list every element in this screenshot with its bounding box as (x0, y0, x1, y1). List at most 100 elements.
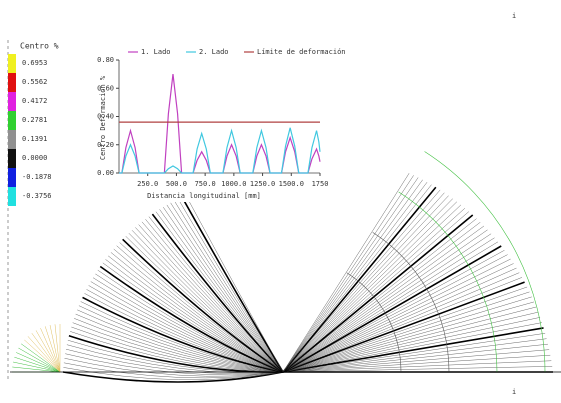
mesh-line (82, 296, 284, 373)
mesh-line (282, 311, 539, 373)
mesh-line (110, 252, 284, 373)
mesh-line (44, 326, 61, 373)
mesh-line (108, 255, 284, 373)
legend-label: 0.1391 (22, 135, 47, 143)
mesh-line (74, 318, 284, 373)
mesh-line (282, 225, 485, 373)
mesh-line (282, 184, 432, 373)
mesh-line (31, 333, 61, 373)
mesh-line (70, 331, 284, 373)
mesh-line (282, 192, 445, 373)
legend-swatch (8, 187, 16, 206)
mesh-line (282, 322, 542, 373)
mesh-arc (398, 191, 498, 373)
mesh-line (282, 338, 547, 373)
mesh-line (16, 352, 61, 373)
mesh-line (185, 195, 284, 373)
mesh-line (40, 328, 61, 373)
y-axis-label: Centro Deformación % (99, 75, 107, 160)
legend-swatch (8, 111, 16, 130)
mesh-line (282, 354, 551, 373)
mesh-line (282, 177, 419, 373)
mesh-line (131, 230, 284, 373)
mesh-line (151, 213, 284, 373)
legend-swatch (8, 168, 16, 187)
legend-label: -0.1878 (22, 173, 52, 181)
mesh-line (99, 265, 284, 373)
mesh-line (95, 273, 284, 373)
corner-mark: i (512, 388, 516, 396)
legend-swatch (8, 92, 16, 111)
mesh-line (145, 219, 284, 373)
x-tick-label: 1000.0 (221, 180, 246, 188)
mesh-line (84, 293, 284, 373)
mesh-line (77, 309, 284, 373)
mesh-line (62, 371, 284, 383)
mesh-line (141, 221, 284, 373)
mesh (10, 151, 561, 383)
mesh-line (105, 259, 284, 373)
mesh-line (282, 179, 423, 373)
mesh-line (155, 211, 284, 373)
mesh-line (282, 343, 548, 373)
mesh-line (72, 322, 284, 373)
mesh-line (12, 366, 61, 373)
mesh-line (282, 327, 544, 373)
mesh-line (88, 285, 284, 373)
mesh-line (128, 233, 284, 373)
mesh-line (174, 200, 284, 373)
mesh-line (282, 222, 481, 373)
legend-swatch (8, 73, 16, 92)
mesh-line (282, 366, 553, 373)
mesh-line (159, 209, 284, 373)
mesh-line (282, 186, 437, 373)
mesh-line (282, 286, 528, 373)
mesh-line (125, 236, 284, 373)
mesh-line (64, 358, 284, 377)
mesh-line (135, 227, 284, 373)
mesh-line (282, 250, 505, 373)
legend-label: 0.4172 (22, 97, 47, 105)
mesh-line (14, 356, 61, 373)
mesh-line (90, 281, 284, 373)
mesh-line (138, 224, 284, 373)
mesh-line (282, 211, 469, 373)
legend-label: 0.2781 (22, 116, 47, 124)
mesh-line (282, 258, 511, 373)
mesh-line (282, 267, 517, 373)
legend-swatch (8, 149, 16, 168)
x-tick-label: 1250.0 (250, 180, 275, 188)
mesh-line (75, 313, 284, 373)
legend-label: 2. Lado (199, 48, 229, 56)
mesh-line (116, 245, 284, 373)
mesh-arc (346, 272, 402, 373)
mesh-line (12, 361, 61, 373)
legend-swatch (8, 54, 16, 73)
mesh-line (282, 296, 532, 373)
mesh-line (282, 272, 520, 373)
mesh-line (282, 281, 525, 373)
mesh-line (282, 306, 537, 373)
mesh-arc (424, 151, 546, 373)
x-tick-label: 1500.0 (279, 180, 304, 188)
mesh-line (282, 317, 541, 373)
legend-swatch (8, 130, 16, 149)
y-tick-label: 0.40 (97, 113, 114, 121)
legend-label: 0.6953 (22, 59, 47, 67)
mesh-line (282, 229, 488, 373)
mesh-line (113, 248, 284, 373)
x-tick-label: 500.0 (166, 180, 187, 188)
series-line (119, 127, 321, 174)
y-tick-label: 0.00 (97, 169, 114, 177)
legend-label: Límite de deformación (257, 48, 346, 56)
mesh-line (102, 262, 284, 373)
x-axis-label: Distancia longitudinal [mm] (147, 192, 261, 200)
mesh-line (282, 233, 492, 373)
mesh-line (282, 198, 453, 373)
mesh-line (282, 201, 458, 373)
mesh-line (18, 347, 61, 373)
mesh-line (35, 330, 61, 373)
mesh-line (282, 173, 410, 373)
mesh-line (27, 336, 61, 373)
